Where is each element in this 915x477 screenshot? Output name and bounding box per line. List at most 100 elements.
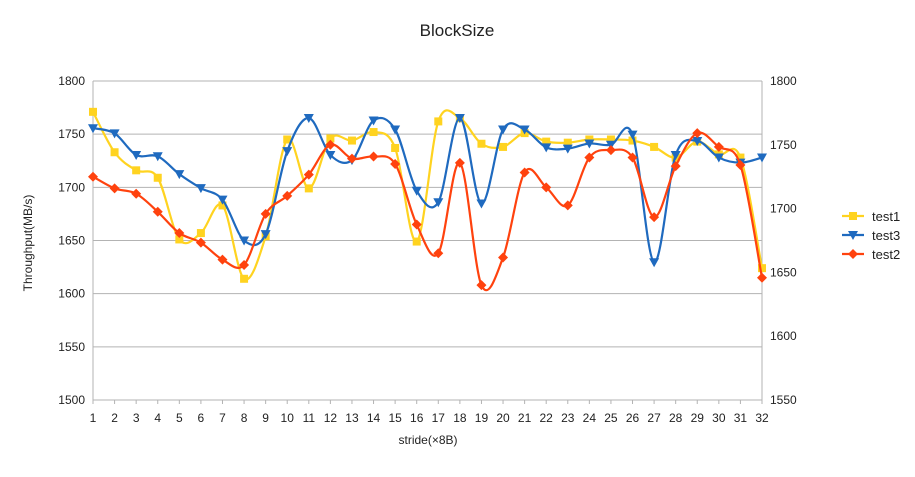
data-point-test2 [260,208,271,219]
y-left-tick-label: 1600 [58,287,85,301]
data-point-test3 [217,195,228,205]
data-point-test2 [282,190,293,201]
x-tick-label: 1 [90,411,97,425]
data-point-test3 [454,114,465,124]
data-point-test2 [131,188,142,199]
x-tick-label: 5 [176,411,183,425]
data-point-test2 [649,212,660,223]
data-point-test3 [433,198,444,208]
axis-layer: 1500 1550 1600 1650 1700 1750 1800 1550 1600 1650… [58,74,797,425]
data-point-test1 [132,166,141,175]
data-point-test1 [477,139,486,148]
legend-swatch-marker [848,249,858,259]
x-tick-label: 14 [367,411,381,425]
data-point-test2 [735,160,746,171]
data-point-test3 [260,230,271,240]
legend-item-test3: test3 [842,228,900,243]
y-right-tick-label: 1550 [770,393,797,407]
data-point-test3 [282,147,293,157]
data-point-test2 [346,153,357,164]
data-point-test1 [369,128,378,137]
data-point-test3 [757,153,767,163]
x-tick-label: 22 [540,411,554,425]
x-tick-label: 8 [241,411,248,425]
data-point-test2 [109,183,120,194]
data-point-test2 [670,161,681,172]
data-point-test3 [109,129,120,139]
x-tick-label: 29 [691,411,705,425]
legend-swatch-marker [849,212,857,220]
data-point-test3 [476,199,487,209]
data-point-test3 [649,258,660,268]
data-point-test1 [585,135,594,144]
data-point-test2 [605,145,616,156]
x-tick-label: 20 [496,411,510,425]
x-tick-label: 4 [154,411,161,425]
data-point-test3 [368,116,379,126]
y-left-tick-label: 1800 [58,74,85,88]
x-tick-label: 16 [410,411,424,425]
data-point-test2 [217,254,228,265]
legend-label: test3 [872,228,900,243]
y-right-tick-label: 1750 [770,138,797,152]
data-point-test1 [563,138,572,147]
data-point-test1 [218,201,227,210]
series-layer [88,107,767,292]
data-point-test2 [562,200,573,211]
data-point-test3 [390,125,401,135]
data-point-test1 [434,117,443,126]
legend-item-test2: test2 [842,247,900,262]
series-line-test2 [92,131,764,292]
x-tick-label: 28 [669,411,683,425]
x-tick-label: 12 [324,411,338,425]
data-point-test1 [628,136,637,145]
data-point-test2 [239,259,250,270]
data-point-test3 [174,170,185,180]
x-tick-label: 6 [198,411,205,425]
data-point-test3 [239,236,250,246]
data-point-test3 [562,144,573,154]
y-left-tick-label: 1700 [58,180,85,194]
data-point-test2 [692,128,703,139]
data-point-test3 [411,186,422,196]
data-point-test1 [412,237,421,246]
x-tick-label: 25 [604,411,618,425]
y-left-tick-label: 1750 [58,127,85,141]
data-point-test2 [390,158,401,169]
data-point-test3 [519,125,530,135]
x-tick-label: 2 [111,411,118,425]
x-tick-label: 13 [345,411,359,425]
data-point-test2 [325,139,336,150]
data-point-test2 [627,152,638,163]
y-right-tick-label: 1700 [770,202,797,216]
data-point-test2 [174,228,185,239]
data-point-test1 [736,153,745,162]
x-axis-label: stride(×8B) [398,433,457,447]
data-point-test3 [303,114,314,124]
x-tick-label: 10 [281,411,295,425]
legend-item-test1: test1 [842,209,900,224]
data-point-test1 [283,135,292,144]
data-point-test1 [499,142,508,151]
data-point-test3 [88,124,98,134]
data-point-test2 [368,151,379,162]
x-tick-label: 21 [518,411,532,425]
data-point-test1 [110,148,119,157]
y-right-tick-label: 1650 [770,265,797,279]
data-point-test2 [757,272,767,283]
x-tick-label: 18 [453,411,467,425]
data-point-test1 [175,235,184,244]
chart-title: BlockSize [420,21,495,40]
data-point-test2 [152,206,163,217]
y-right-tick-label: 1800 [770,74,797,88]
data-point-test1 [196,229,205,238]
data-point-test3 [713,153,724,163]
data-point-test3 [670,151,681,161]
data-point-test1 [606,135,615,144]
x-tick-label: 26 [626,411,640,425]
data-point-test1 [650,142,659,151]
y-left-tick-label: 1500 [58,393,85,407]
legend-swatch-marker [848,231,858,240]
legend-label: test2 [872,247,900,262]
